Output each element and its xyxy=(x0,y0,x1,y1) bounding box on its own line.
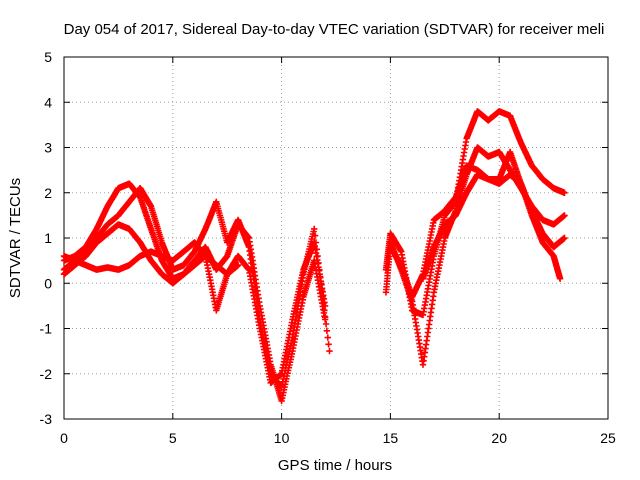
y-tick-label: -2 xyxy=(40,366,53,382)
x-tick-label: 25 xyxy=(600,430,616,446)
y-tick-label: -1 xyxy=(40,321,53,337)
x-tick-label: 15 xyxy=(383,430,399,446)
y-tick-label: 1 xyxy=(44,230,52,246)
chart-title: Day 054 of 2017, Sidereal Day-to-day VTE… xyxy=(64,21,605,38)
x-axis-label: GPS time / hours xyxy=(278,457,392,474)
y-tick-label: -3 xyxy=(40,411,53,427)
x-tick-label: 0 xyxy=(60,430,68,446)
series-sat-h xyxy=(419,171,564,282)
y-tick-label: 5 xyxy=(44,49,52,65)
x-tick-label: 20 xyxy=(491,430,507,446)
x-tick-label: 5 xyxy=(169,430,177,446)
y-tick-label: 3 xyxy=(44,140,52,156)
grid-lines xyxy=(64,57,608,419)
series-markers xyxy=(60,239,242,314)
y-tick-label: 0 xyxy=(44,275,52,291)
series-sat-d xyxy=(60,239,242,314)
x-tick-label: 10 xyxy=(274,430,290,446)
data-points xyxy=(60,108,568,405)
axis-ticks: 0 5 10 15 20 25 -3 -2 -1 0 1 2 3 4 5 xyxy=(40,49,616,446)
y-tick-label: 2 xyxy=(44,185,52,201)
y-tick-label: 4 xyxy=(44,94,52,110)
y-axis-label: SDTVAR / TECUs xyxy=(7,178,24,298)
series-markers xyxy=(419,171,564,282)
